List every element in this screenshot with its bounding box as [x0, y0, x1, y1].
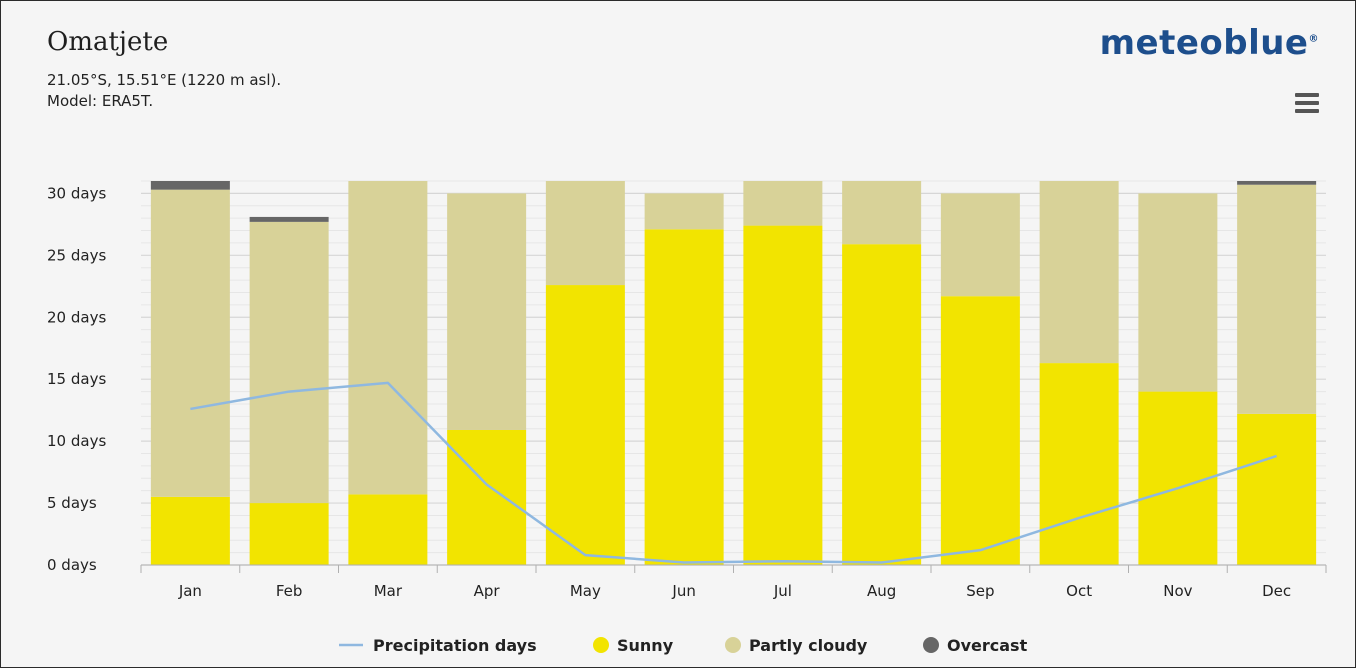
bar-partly-cloudy [1040, 181, 1119, 363]
bar-sunny [250, 503, 329, 565]
legend-label: Sunny [617, 636, 674, 655]
y-tick-label: 0 days [47, 556, 97, 574]
bar-partly-cloudy [546, 181, 625, 285]
bar-partly-cloudy [941, 193, 1020, 296]
bar-partly-cloudy [743, 181, 822, 226]
bar-overcast [1237, 181, 1316, 185]
bar-sunny [743, 226, 822, 565]
bar-partly-cloudy [348, 181, 427, 494]
bar-partly-cloudy [151, 190, 230, 497]
y-tick-label: 25 days [47, 246, 106, 264]
y-tick-label: 20 days [47, 308, 106, 326]
legend-item-sunny[interactable]: Sunny [593, 636, 674, 655]
y-tick-label: 30 days [47, 184, 106, 202]
bar-sunny [447, 430, 526, 565]
bar-sunny [546, 285, 625, 565]
x-tick-label: Apr [474, 582, 501, 600]
bar-sunny [348, 494, 427, 565]
x-axis: Jan Feb Mar Apr May Jun Jul Aug Sep Oct Nov Dec [141, 565, 1326, 600]
bar-sunny [645, 229, 724, 565]
x-tick-label: Aug [867, 582, 896, 600]
legend-dot-symbol [725, 637, 741, 653]
legend-label: Precipitation days [373, 636, 537, 655]
x-tick-label: Dec [1262, 582, 1291, 600]
bar-partly-cloudy [447, 193, 526, 430]
y-axis: 0 days 5 days 10 days 15 days 20 days 25 days… [47, 184, 106, 574]
bar-sunny [941, 296, 1020, 565]
y-tick-label: 15 days [47, 370, 106, 388]
legend[interactable]: Precipitation days Sunny Partly cloudy Over… [339, 636, 1028, 655]
y-tick-label: 10 days [47, 432, 106, 450]
x-tick-label: Jan [178, 582, 202, 600]
bar-sunny [151, 497, 230, 565]
x-tick-label: Sep [966, 582, 994, 600]
bar-sunny [842, 244, 921, 565]
legend-dot-symbol [593, 637, 609, 653]
bar-sunny [1237, 414, 1316, 565]
x-tick-label: Feb [276, 582, 303, 600]
bar-partly-cloudy [645, 193, 724, 229]
bar-overcast [151, 181, 230, 190]
x-tick-label: Oct [1066, 582, 1092, 600]
legend-item-partly-cloudy[interactable]: Partly cloudy [725, 636, 868, 655]
bar-partly-cloudy [1138, 193, 1217, 391]
bar-partly-cloudy [1237, 185, 1316, 414]
x-tick-label: Nov [1163, 582, 1192, 600]
legend-label: Partly cloudy [749, 636, 868, 655]
x-tick-label: May [570, 582, 601, 600]
bar-partly-cloudy [250, 222, 329, 503]
legend-item-precipitation[interactable]: Precipitation days [339, 636, 537, 655]
legend-dot-symbol [923, 637, 939, 653]
x-tick-label: Mar [374, 582, 403, 600]
x-tick-label: Jun [671, 582, 695, 600]
bar-sunny [1040, 363, 1119, 565]
bar-partly-cloudy [842, 181, 921, 244]
legend-label: Overcast [947, 636, 1028, 655]
legend-item-overcast[interactable]: Overcast [923, 636, 1028, 655]
y-tick-label: 5 days [47, 494, 97, 512]
x-tick-label: Jul [773, 582, 792, 600]
bars-group [151, 181, 1316, 565]
bar-overcast [250, 217, 329, 222]
